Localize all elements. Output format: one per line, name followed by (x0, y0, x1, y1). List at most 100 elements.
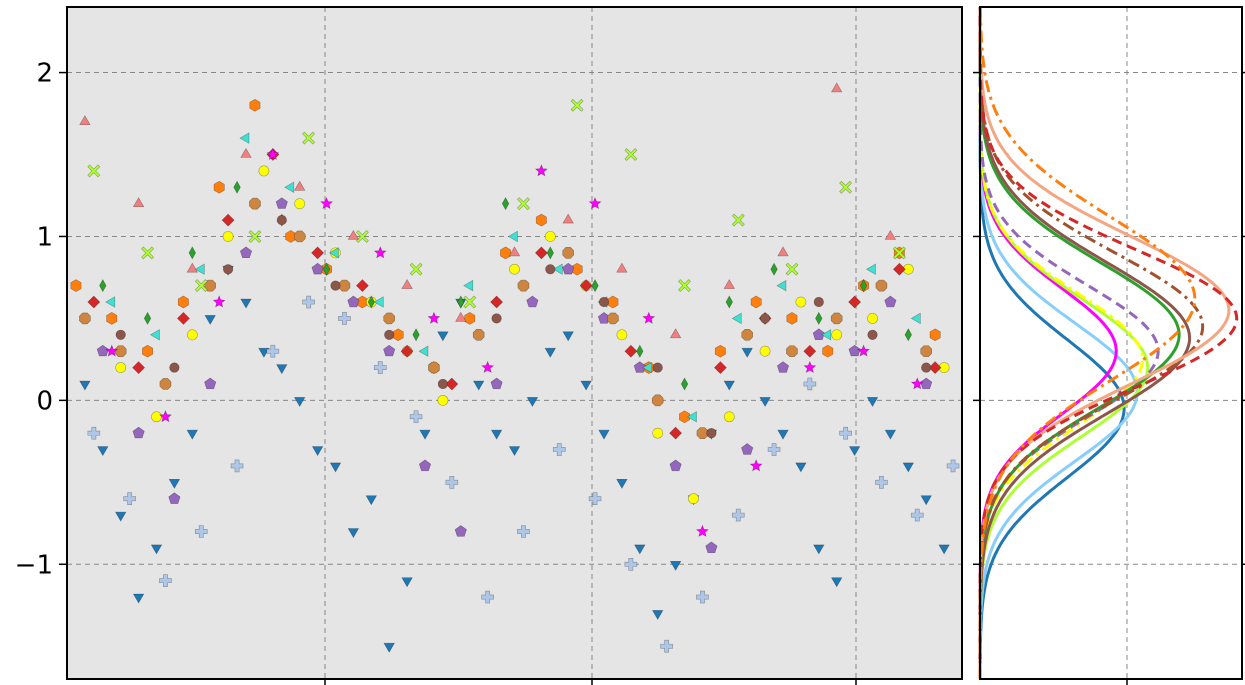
scatter-point (168, 492, 181, 504)
scatter-point (759, 397, 771, 407)
scatter-series-11 (105, 147, 924, 537)
scatter-point (857, 344, 871, 357)
scatter-point (570, 98, 584, 112)
scatter-point (741, 328, 754, 341)
y-tick-label: −1 (15, 550, 53, 580)
scatter-point (831, 329, 843, 341)
scatter-point (490, 377, 503, 390)
scatter-point (706, 428, 717, 439)
scatter-point (822, 344, 834, 358)
scatter-point (830, 577, 843, 588)
scatter-point (79, 115, 91, 125)
scatter-point (696, 590, 709, 604)
scatter-point (481, 590, 494, 604)
scatter-point (884, 295, 897, 308)
scatter-point (848, 295, 862, 309)
scatter-point (929, 328, 941, 342)
scatter-point (437, 394, 449, 406)
scatter-point (186, 329, 198, 341)
scatter-point (767, 443, 781, 456)
scatter-point (910, 508, 924, 522)
scatter-point (552, 443, 566, 456)
scatter-point (347, 295, 360, 308)
density-plot-background (980, 7, 1242, 679)
scatter-point (99, 279, 107, 293)
scatter-point (87, 426, 101, 440)
scatter-point (695, 524, 709, 537)
scatter-point (786, 345, 798, 358)
scatter-point (946, 459, 960, 473)
scatter-point (355, 279, 369, 293)
y-tick-label: 1 (36, 222, 53, 252)
scatter-point (813, 544, 825, 555)
scatter-point (258, 347, 270, 358)
scatter-point (472, 328, 485, 341)
scatter-point (588, 492, 602, 506)
scatter-point (158, 410, 172, 423)
scatter-point (517, 525, 530, 538)
scatter-point (293, 397, 306, 407)
scatter-point (159, 378, 172, 390)
scatter-point (150, 544, 163, 555)
scatter-point (616, 329, 628, 341)
scatter-point (669, 459, 682, 472)
scatter-point (731, 508, 745, 522)
scatter-point (97, 446, 109, 457)
scatter-point (591, 279, 599, 293)
scatter-point (795, 462, 807, 473)
scatter-point (240, 147, 252, 158)
scatter-point (652, 427, 664, 439)
scatter-point (302, 295, 315, 309)
scatter-point (222, 231, 234, 242)
scatter-point (579, 279, 593, 293)
scatter-point (221, 213, 235, 227)
scatter-point (373, 246, 387, 259)
scatter-point (651, 394, 664, 407)
scatter-point (194, 263, 205, 275)
scatter-point (750, 295, 762, 309)
scatter-point (419, 429, 431, 440)
scatter-point (149, 329, 160, 341)
scatter-point (902, 462, 915, 473)
scatter-point (552, 263, 563, 275)
scatter-point (723, 279, 736, 289)
scatter-point (328, 247, 339, 259)
scatter-point (776, 361, 790, 373)
scatter-point (412, 328, 420, 342)
scatter-point (249, 197, 261, 210)
scatter-point (338, 312, 351, 325)
scatter-point (526, 397, 539, 407)
scatter-point (457, 295, 465, 309)
scatter-point (114, 511, 127, 522)
scatter-point (490, 295, 504, 309)
scatter-point (598, 429, 610, 440)
scatter-point (490, 429, 503, 440)
scatter-point (938, 544, 950, 555)
scatter-point (194, 525, 208, 538)
scatter-series-7 (79, 197, 933, 440)
scatter-point (731, 312, 742, 325)
scatter-point (132, 197, 145, 207)
scatter-point (723, 380, 736, 391)
scatter-point (409, 410, 423, 424)
density-panel (973, 6, 1245, 685)
scatter-point (686, 411, 697, 423)
scatter-point (123, 492, 136, 506)
scatter-point (87, 164, 101, 178)
scatter-point (367, 295, 375, 309)
scatter-point (105, 296, 116, 308)
scatter-point (240, 298, 252, 309)
scatter-point (266, 344, 280, 358)
scatter-point (865, 263, 876, 275)
density-axis-ticks (973, 71, 1245, 685)
scatter-point (507, 230, 518, 243)
scatter-point (176, 311, 190, 325)
scatter-point (132, 426, 145, 439)
scatter-point (642, 361, 653, 374)
scatter-point (910, 312, 921, 325)
scatter-point (501, 197, 510, 211)
scatter-point (921, 362, 932, 373)
density-plot-frame (979, 6, 1243, 680)
scatter-point (867, 329, 878, 340)
scatter-point (920, 495, 932, 506)
